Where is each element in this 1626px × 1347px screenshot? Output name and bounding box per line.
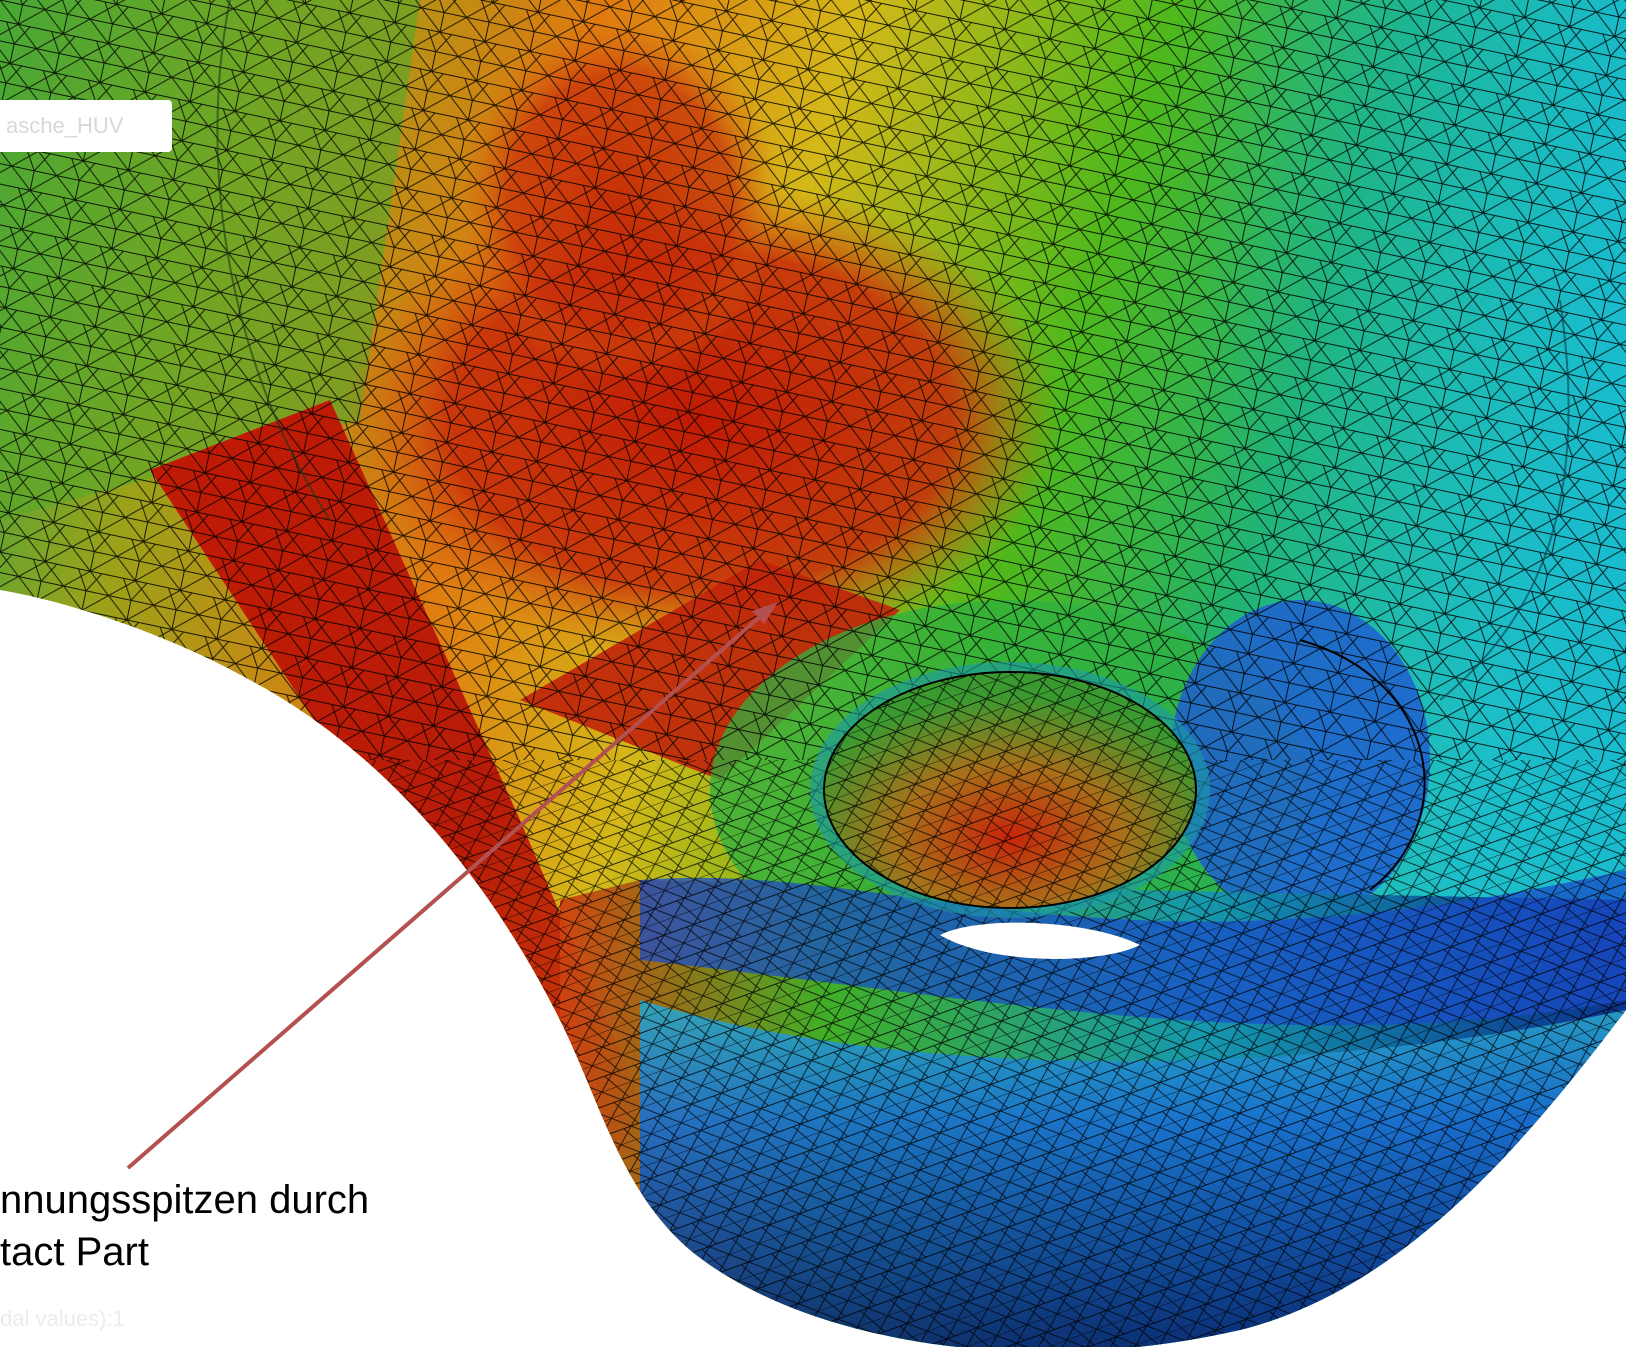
annotation-line-1: nnungsspitzen durch — [0, 1178, 370, 1222]
callout-arrow-icon — [126, 602, 778, 1170]
viewport-label: asche_HUV — [0, 100, 172, 152]
bolt-hole — [810, 639, 1426, 959]
stress-peak-annotation: nnungsspitzen durch tact Part — [0, 1174, 369, 1278]
faint-footer-text: dal values):1 — [0, 1306, 125, 1331]
annotation-line-2: tact Part — [0, 1230, 149, 1274]
